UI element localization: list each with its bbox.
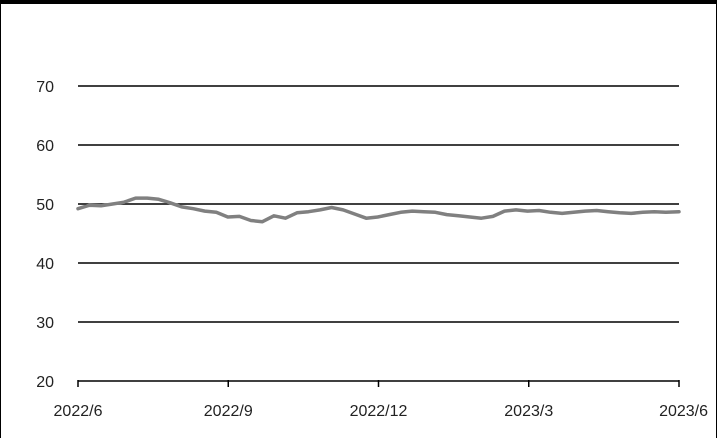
data-point — [492, 215, 494, 218]
data-point — [284, 217, 287, 219]
data-point — [423, 210, 425, 213]
data-point — [388, 213, 391, 216]
data-point — [572, 211, 575, 214]
x-tick-label-4: 2023/6 — [659, 403, 708, 420]
data-point — [469, 216, 471, 218]
y-tick-label-50: 50 — [36, 197, 54, 214]
data-point — [250, 219, 252, 222]
data-point — [227, 216, 229, 218]
data-point — [134, 197, 137, 199]
data-point — [399, 211, 402, 214]
data-point — [238, 215, 241, 218]
data-point — [653, 210, 656, 213]
data-point — [515, 209, 517, 211]
data-point — [618, 212, 621, 214]
y-tick-label-40: 40 — [36, 256, 54, 273]
data-point — [549, 211, 552, 214]
data-point — [88, 204, 91, 206]
series-line-0 — [76, 196, 681, 224]
data-point — [111, 203, 114, 205]
data-point — [376, 216, 379, 218]
x-tick-label-3: 2023/3 — [504, 403, 553, 420]
data-point — [584, 210, 586, 212]
data-point — [123, 201, 125, 203]
data-point — [607, 210, 609, 213]
data-point — [642, 211, 644, 214]
y-tick-label-70: 70 — [36, 79, 54, 96]
data-point — [169, 202, 171, 204]
y-tick-label-60: 60 — [36, 138, 54, 155]
data-point — [365, 217, 368, 219]
data-point — [77, 207, 79, 210]
series-layer — [76, 196, 681, 224]
data-point — [411, 210, 414, 212]
data-point — [630, 212, 632, 215]
data-point — [595, 209, 598, 212]
data-point — [146, 197, 148, 199]
data-point — [330, 206, 333, 209]
y-tick-label-20: 20 — [36, 374, 54, 391]
data-point — [353, 213, 356, 215]
data-point — [296, 212, 298, 214]
data-point — [538, 209, 540, 212]
data-point — [261, 220, 264, 223]
data-point — [319, 209, 321, 211]
data-point — [273, 215, 275, 217]
data-point — [561, 212, 563, 215]
data-point — [192, 207, 195, 210]
data-point — [503, 210, 506, 212]
data-point — [446, 213, 448, 216]
data-point — [526, 210, 529, 212]
y-tick-label-30: 30 — [36, 315, 54, 332]
x-tick-label-2: 2022/12 — [350, 403, 408, 420]
data-point — [215, 211, 218, 214]
data-point — [180, 206, 183, 208]
data-point — [457, 215, 460, 217]
x-tick-label-0: 2022/6 — [54, 403, 103, 420]
data-point — [678, 210, 680, 213]
data-point — [157, 198, 160, 201]
x-tick-label-1: 2022/9 — [204, 403, 253, 420]
data-point — [434, 211, 437, 214]
data-point — [307, 210, 310, 213]
data-point — [204, 210, 206, 212]
y-axis-tick-labels: 20 30 40 50 60 70 — [36, 79, 54, 391]
data-point — [342, 209, 344, 211]
x-axis: 2022/6 2022/9 2022/12 2023/3 2023/6 — [54, 380, 708, 420]
data-point — [480, 217, 483, 219]
data-point — [100, 205, 102, 207]
data-point — [665, 211, 667, 214]
